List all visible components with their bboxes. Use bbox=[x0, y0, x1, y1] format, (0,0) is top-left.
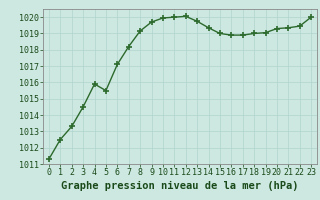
X-axis label: Graphe pression niveau de la mer (hPa): Graphe pression niveau de la mer (hPa) bbox=[61, 181, 299, 191]
